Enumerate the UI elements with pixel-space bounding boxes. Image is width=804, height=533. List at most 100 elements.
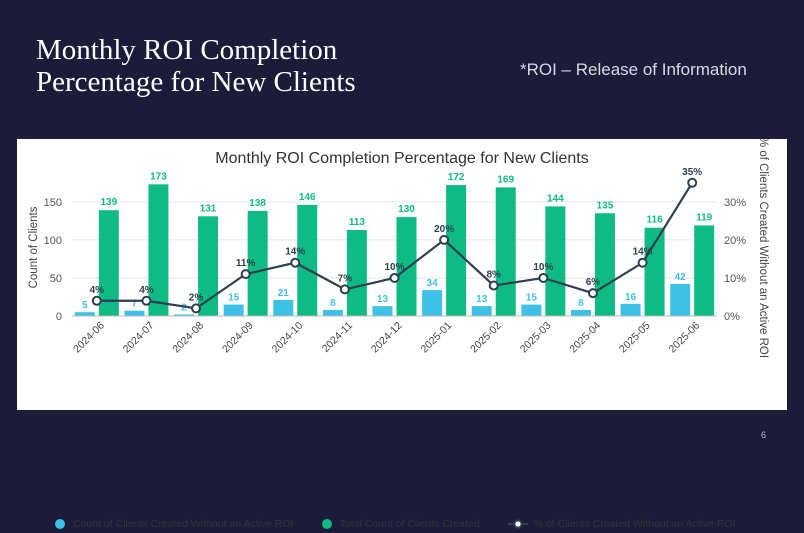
x-tick-label: 2025-05 (617, 320, 653, 356)
legend-item-without-roi[interactable]: Count of Clients Created Without an Acti… (55, 518, 294, 530)
bar-without-roi (273, 300, 294, 316)
x-tick-label: 2025-04 (567, 320, 603, 356)
bar-without-roi (471, 306, 492, 316)
bar-label-without-roi: 7 (132, 299, 138, 310)
bar-label-without-roi: 8 (578, 298, 584, 309)
slide-title: Monthly ROI Completion Percentage for Ne… (36, 34, 356, 98)
percent-point (290, 257, 301, 268)
bar-label-total: 131 (200, 203, 217, 214)
bar-label-without-roi: 13 (377, 294, 389, 305)
x-tick-label: 2024-11 (320, 320, 355, 355)
x-tick-label: 2024-09 (220, 320, 256, 356)
bar-without-roi (174, 314, 195, 316)
y2-axis-title: % of Clients Created Without an Active R… (757, 139, 769, 358)
chart-legend: Count of Clients Created Without an Acti… (55, 515, 764, 533)
percent-point (240, 269, 251, 280)
bar-without-roi (670, 284, 691, 316)
bar-label-without-roi: 42 (675, 272, 687, 283)
percent-point (587, 288, 598, 299)
bar-total-clients (694, 225, 715, 316)
legend-label-without-roi: Count of Clients Created Without an Acti… (73, 518, 294, 530)
percent-label: 2% (189, 292, 204, 303)
x-tick-label: 2024-08 (170, 320, 206, 356)
percent-label: 7% (338, 273, 353, 284)
percent-point (339, 284, 350, 295)
bar-label-total: 146 (299, 192, 316, 203)
legend-line-icon (507, 519, 528, 529)
percent-point (439, 234, 450, 245)
percent-point (687, 177, 698, 188)
bar-label-total: 173 (150, 171, 167, 182)
bar-total-clients (545, 206, 566, 316)
bar-label-without-roi: 2 (181, 302, 187, 313)
percent-point (389, 272, 400, 283)
x-tick-label: 2024-06 (71, 320, 107, 356)
legend-item-total[interactable]: Total Count of Clients Created (321, 518, 480, 530)
y2-tick-label: 0% (724, 311, 740, 323)
bar-total-clients (594, 213, 615, 316)
legend-swatch-total (321, 519, 332, 529)
percent-point (141, 295, 152, 306)
percent-label: 4% (90, 285, 105, 296)
percent-label: 4% (139, 285, 154, 296)
percent-label: 10% (384, 262, 404, 273)
bar-label-total: 172 (448, 172, 465, 183)
x-tick-label: 2024-12 (369, 320, 405, 356)
bar-label-without-roi: 13 (476, 294, 488, 305)
bar-label-total: 113 (349, 217, 366, 228)
bar-label-without-roi: 5 (82, 300, 88, 311)
bar-total-clients (247, 210, 268, 316)
percent-label: 35% (682, 167, 702, 178)
y-tick-label: 0 (56, 311, 62, 323)
y2-tick-label: 30% (724, 197, 746, 209)
legend-item-percent[interactable]: % of Clients Created Without an Active R… (507, 518, 736, 530)
bar-label-without-roi: 8 (330, 298, 336, 309)
percent-label: 8% (487, 270, 502, 281)
bar-label-total: 130 (398, 204, 415, 215)
chart-panel: Monthly ROI Completion Percentage for Ne… (17, 139, 787, 530)
bar-label-total: 169 (497, 174, 514, 185)
percent-point (91, 295, 102, 306)
bar-label-without-roi: 34 (427, 278, 439, 289)
percent-label: 14% (633, 247, 653, 258)
percent-point (191, 303, 202, 314)
y-tick-label: 100 (44, 235, 62, 247)
x-tick-label: 2025-03 (518, 320, 554, 356)
combo-chart: Monthly ROI Completion Percentage for Ne… (28, 139, 769, 358)
bar-total-clients (644, 227, 665, 316)
legend-label-percent: % of Clients Created Without an Active R… (533, 518, 736, 530)
bar-total-clients (148, 184, 169, 316)
legend-swatch-without-roi (55, 519, 65, 529)
percent-point (538, 272, 549, 283)
bar-without-roi (521, 304, 542, 316)
percent-label: 20% (434, 224, 454, 235)
bar-without-roi (372, 306, 393, 316)
x-tick-label: 2025-06 (667, 320, 703, 356)
bar-total-clients (396, 217, 417, 316)
percent-label: 11% (236, 258, 256, 269)
bar-total-clients (98, 210, 119, 316)
bar-label-total: 135 (597, 200, 614, 211)
y2-tick-label: 20% (724, 235, 746, 247)
bar-without-roi (124, 310, 145, 316)
bar-total-clients (495, 187, 516, 316)
bar-without-roi (422, 290, 443, 316)
y-tick-label: 50 (50, 273, 62, 285)
percent-label: 14% (285, 247, 305, 258)
bar-without-roi (322, 309, 343, 316)
bar-total-clients (297, 204, 318, 316)
bar-label-total: 119 (696, 212, 713, 223)
chart-title: Monthly ROI Completion Percentage for Ne… (215, 150, 589, 167)
bar-total-clients (346, 229, 367, 316)
bar-label-without-roi: 21 (278, 288, 290, 299)
roi-definition-note: *ROI – Release of Information (520, 60, 747, 79)
x-tick-label: 2024-07 (121, 320, 157, 356)
bar-label-total: 144 (547, 193, 564, 204)
percent-label: 10% (533, 262, 553, 273)
x-tick-label: 2025-01 (418, 320, 454, 356)
percent-label: 6% (586, 277, 601, 288)
bar-label-without-roi: 15 (228, 293, 240, 304)
x-tick-label: 2025-02 (468, 320, 504, 356)
bar-without-roi (74, 312, 95, 316)
y-axis-title: Count of Clients (28, 206, 40, 288)
